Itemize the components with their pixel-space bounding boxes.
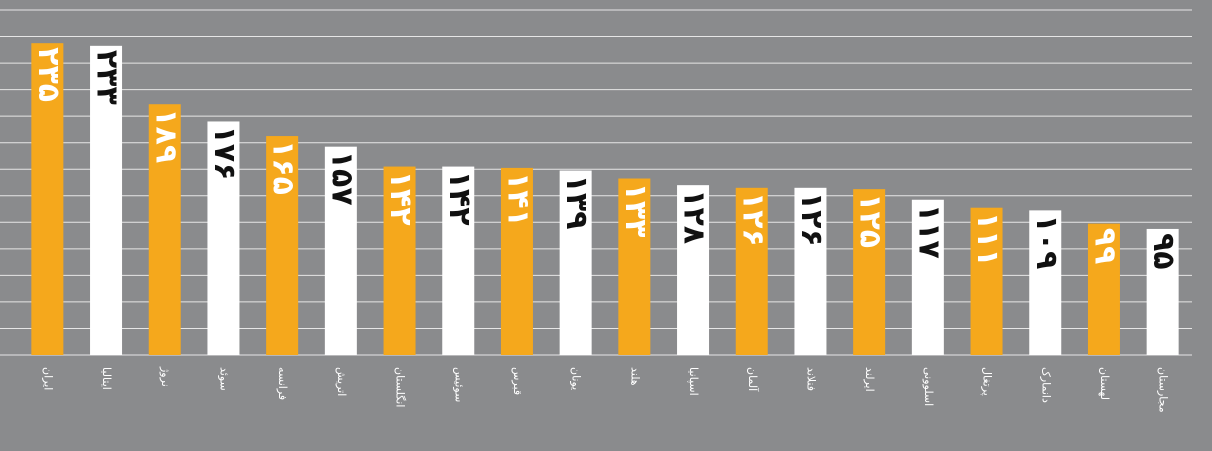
data-label: ۱۱۷ bbox=[911, 204, 946, 259]
x-tick-label: انگلستان bbox=[394, 367, 407, 407]
data-label: ۲۳۳ bbox=[90, 50, 125, 105]
x-tick-label: هلند bbox=[628, 367, 641, 386]
data-label: ۱۶۵ bbox=[266, 140, 301, 195]
data-label: ۱۳۳ bbox=[618, 183, 653, 238]
data-label: ۱۷۶ bbox=[207, 125, 242, 180]
data-label: ۹۵ bbox=[1146, 233, 1181, 270]
x-tick-label: دانمارک bbox=[1039, 367, 1052, 403]
data-label: ۱۲۸ bbox=[677, 189, 712, 244]
chart: ۲۳۵ ایران ۲۳۳ ایتالیا ۱۸۹ نروژ ۱۷۶ سوئد ۱۶۵ فرانس… bbox=[0, 0, 1212, 451]
x-tick-label: اسپانیا bbox=[687, 367, 700, 396]
data-label: ۲۳۵ bbox=[31, 47, 66, 102]
x-tick-label: فنلاند bbox=[804, 367, 817, 391]
data-label: ۱۳۹ bbox=[559, 175, 594, 230]
x-tick-label: سوئیس bbox=[452, 367, 465, 402]
x-tick-label: لهستان bbox=[1098, 367, 1111, 400]
data-label: ۱۴۱ bbox=[500, 172, 535, 227]
x-tick-label: مجارستان bbox=[1157, 367, 1170, 413]
data-label: ۱۲۶ bbox=[794, 192, 829, 247]
data-label: ۱۸۹ bbox=[148, 108, 183, 163]
x-tick-label: پرتغال bbox=[981, 367, 994, 396]
x-tick-label: ایرلند bbox=[863, 367, 876, 392]
x-tick-label: اسلوونی bbox=[922, 367, 935, 406]
x-tick-label: ایران bbox=[41, 367, 54, 390]
data-label: ۱۰۹ bbox=[1029, 214, 1064, 269]
data-label: ۹۹ bbox=[1087, 228, 1122, 265]
data-label: ۱۵۷ bbox=[324, 151, 359, 206]
x-tick-label: نروژ bbox=[159, 366, 172, 387]
x-tick-label: اتریش bbox=[335, 367, 348, 396]
data-label: ۱۴۲ bbox=[442, 171, 477, 226]
data-label: ۱۱۱ bbox=[970, 212, 1005, 267]
x-tick-label: سوئد bbox=[217, 367, 230, 391]
page: ۲۳۵ ایران ۲۳۳ ایتالیا ۱۸۹ نروژ ۱۷۶ سوئد ۱۶۵ فرانس… bbox=[0, 0, 1212, 451]
x-tick-label: ایتالیا bbox=[100, 367, 113, 390]
data-label: ۱۲۶ bbox=[735, 192, 770, 247]
x-tick-label: قبرس bbox=[511, 367, 524, 395]
x-tick-label: آلمان bbox=[746, 367, 760, 392]
x-tick-label: یونان bbox=[570, 367, 583, 390]
x-tick-label: فرانسه bbox=[276, 367, 289, 400]
data-label: ۱۴۲ bbox=[383, 171, 418, 226]
data-label: ۱۲۵ bbox=[853, 193, 888, 248]
